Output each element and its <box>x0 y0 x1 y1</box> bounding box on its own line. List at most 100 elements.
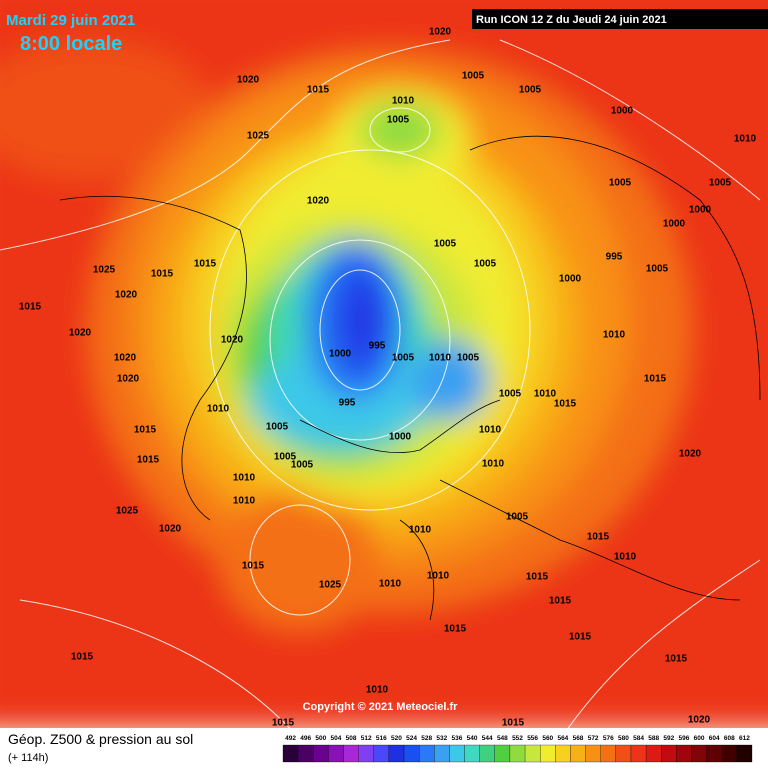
isobar-label: 1005 <box>519 85 542 96</box>
isobar-label: 1005 <box>392 353 415 364</box>
scale-label: 608 <box>724 735 735 742</box>
isobar-label: 1010 <box>392 96 415 107</box>
scale-label: 612 <box>739 735 750 742</box>
scale-swatch <box>509 744 526 763</box>
scale-swatch <box>358 744 374 763</box>
isobar-label: 1000 <box>329 349 352 360</box>
isobar-label: 1005 <box>646 264 669 275</box>
scale-swatch <box>600 744 616 763</box>
scale-label: 560 <box>542 735 553 742</box>
isobar-label: 1015 <box>272 718 295 729</box>
scale-label: 580 <box>618 735 629 742</box>
isobar-label: 1015 <box>307 85 330 96</box>
scale-label: 528 <box>421 735 432 742</box>
isobar-label: 1020 <box>307 196 330 207</box>
isobar-label: 1010 <box>534 389 557 400</box>
isobar-label: 1015 <box>134 425 157 436</box>
scale-label: 552 <box>512 735 523 742</box>
scale-swatch <box>570 744 586 763</box>
scale-swatch <box>676 744 692 763</box>
scale-swatch <box>524 744 541 763</box>
isobar-label: 1020 <box>69 328 92 339</box>
legend-title: Géop. Z500 & pression au sol <box>8 731 193 747</box>
isobar-label: 1015 <box>569 632 592 643</box>
scale-swatch <box>419 744 435 763</box>
isobar-label: 1015 <box>554 399 577 410</box>
scale-label: 600 <box>694 735 705 742</box>
isobar-label: 1020 <box>159 524 182 535</box>
scale-swatch <box>479 744 495 763</box>
scale-swatch <box>494 744 511 763</box>
scale-swatch <box>282 744 299 763</box>
isobar-label: 1010 <box>207 404 230 415</box>
scale-label: 588 <box>648 735 659 742</box>
isobar-label: 1005 <box>474 259 497 270</box>
isobar-label: 1025 <box>93 265 116 276</box>
scale-swatch <box>721 744 738 763</box>
isobar-label: 1015 <box>549 596 572 607</box>
isobar-label: 1015 <box>151 269 174 280</box>
isobar-label: 1020 <box>237 75 260 86</box>
scale-label: 548 <box>497 735 508 742</box>
isobar-label: 995 <box>339 398 356 409</box>
isobar-label: 1025 <box>319 580 342 591</box>
scale-swatch <box>691 744 707 763</box>
scale-label: 524 <box>406 735 417 742</box>
isobar-label: 1015 <box>502 718 525 729</box>
isobar-label: 1015 <box>526 572 549 583</box>
scale-label: 504 <box>331 735 342 742</box>
isobar-label: 1005 <box>609 178 632 189</box>
isobar-label: 1015 <box>587 532 610 543</box>
isobar-label: 1010 <box>409 525 432 536</box>
scale-label: 556 <box>527 735 538 742</box>
legend-lead: (+ 114h) <box>8 752 48 764</box>
scale-label: 508 <box>346 735 357 742</box>
date: Mardi 29 juin 2021 <box>6 12 135 29</box>
isobar-label: 1020 <box>115 290 138 301</box>
isobars <box>0 39 761 741</box>
isobar-label: 1005 <box>457 353 480 364</box>
isobar-label: 1005 <box>499 389 522 400</box>
isobar-label: 995 <box>606 252 623 263</box>
isobar-label: 1015 <box>194 259 217 270</box>
scale-label: 544 <box>482 735 493 742</box>
time: 8:00 locale <box>20 33 122 55</box>
isobar-label: 1010 <box>603 330 626 341</box>
scale-label: 596 <box>678 735 689 742</box>
scale-label: 496 <box>300 735 311 742</box>
scale-swatch <box>736 744 753 763</box>
isobar-label: 1020 <box>429 27 452 38</box>
run-box <box>472 9 768 29</box>
scale-label: 604 <box>709 735 720 742</box>
isobar-label: 1020 <box>221 335 244 346</box>
isobar-label: 1005 <box>434 239 457 250</box>
scale-swatch <box>449 744 465 763</box>
isobar-label: 1015 <box>71 652 94 663</box>
isobar-label: 1010 <box>233 473 256 484</box>
scale-label: 568 <box>573 735 584 742</box>
scale-label: 536 <box>452 735 463 742</box>
isobar-label: 1010 <box>614 552 637 563</box>
scale-label: 564 <box>557 735 568 742</box>
isobar-label: 1015 <box>19 302 42 313</box>
copyright: Copyright © 2021 Meteociel.fr <box>303 701 459 713</box>
isobar-label: 1000 <box>663 219 686 230</box>
isobar-label: 1010 <box>427 571 450 582</box>
scale-swatch <box>615 744 632 763</box>
scale-swatch <box>630 744 647 763</box>
scale-label: 500 <box>315 735 326 742</box>
isobar-label: 1005 <box>291 460 314 471</box>
isobar-label: 1010 <box>479 425 502 436</box>
isobar-label: 1010 <box>734 134 757 145</box>
scale-label: 592 <box>663 735 674 742</box>
isobar-label: 1025 <box>116 506 139 517</box>
isobar-label: 1015 <box>137 455 160 466</box>
isobar-label: 1025 <box>247 131 270 142</box>
scale-label: 516 <box>376 735 387 742</box>
scale-label: 572 <box>588 735 599 742</box>
scale-label: 532 <box>436 735 447 742</box>
isobar-label: 1020 <box>114 353 137 364</box>
isobar-label: 1010 <box>429 353 452 364</box>
scale-swatch <box>464 744 480 763</box>
color-scale: 492 496 500 504 508 512 516 520 524 528 532 536 540 5… <box>282 735 753 763</box>
